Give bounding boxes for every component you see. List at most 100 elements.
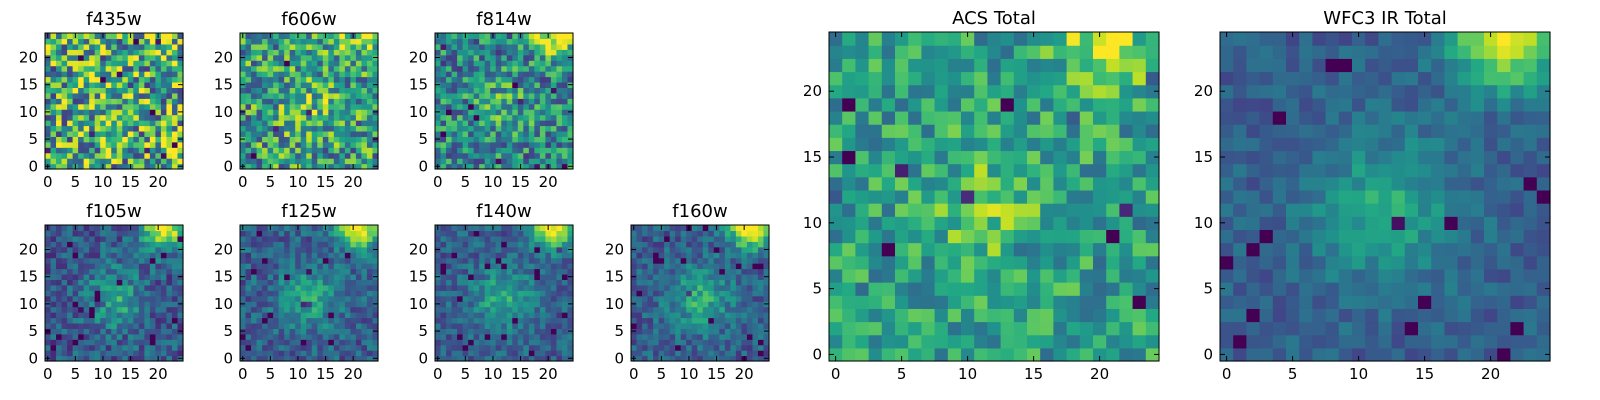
heatmap-cell — [539, 273, 546, 280]
heatmap-cell — [647, 295, 654, 302]
heatmap-cell — [730, 284, 737, 291]
heatmap-cell — [895, 282, 909, 296]
heatmap-cell — [78, 230, 85, 237]
heatmap-cell — [730, 235, 737, 242]
heatmap-cell — [468, 350, 475, 357]
heatmap-cell — [295, 152, 302, 159]
heatmap-cell — [267, 252, 274, 259]
heatmap-cell — [322, 141, 329, 148]
heatmap-cell — [111, 109, 118, 116]
heatmap-cell — [528, 81, 535, 88]
heatmap-cell — [1027, 334, 1041, 349]
heatmap-cell — [317, 263, 324, 270]
heatmap-cell — [256, 43, 263, 50]
heatmap-cell — [262, 60, 269, 67]
heatmap-cell — [473, 158, 480, 165]
heatmap-cell — [451, 98, 458, 105]
heatmap-cell — [328, 230, 335, 237]
heatmap-cell — [78, 295, 85, 302]
heatmap-cell — [506, 114, 513, 121]
heatmap-cell — [256, 279, 263, 286]
heatmap-cell — [89, 328, 96, 335]
heatmap-cell — [829, 334, 843, 349]
heatmap-cell — [719, 225, 726, 232]
heatmap-cell — [155, 306, 162, 313]
heatmap-cell — [89, 33, 96, 40]
heatmap-cell — [289, 38, 296, 45]
heatmap-cell — [1079, 282, 1094, 296]
heatmap-cell — [908, 150, 922, 165]
heatmap-cell — [746, 306, 754, 313]
heatmap-cell — [306, 60, 313, 67]
heatmap-cell — [50, 136, 57, 143]
heatmap-cell — [256, 225, 263, 232]
heatmap-cell — [240, 114, 247, 121]
heatmap-cell — [78, 43, 85, 50]
heatmap-cell — [435, 263, 442, 270]
heatmap-cell — [675, 350, 682, 357]
heatmap-cell — [457, 71, 464, 78]
heatmap-cell — [468, 290, 475, 297]
heatmap-cell — [72, 98, 79, 105]
heatmap-cell — [702, 268, 709, 275]
heatmap-cell — [149, 235, 156, 242]
heatmap-cell — [273, 147, 280, 154]
heatmap-cell — [468, 279, 475, 286]
heatmap-cell — [56, 114, 63, 121]
heatmap-cell — [116, 328, 123, 335]
heatmap-cell — [317, 152, 324, 159]
heatmap-cell — [83, 339, 90, 346]
heatmap-cell — [741, 295, 748, 302]
heatmap-cell — [56, 295, 63, 302]
heatmap-cell — [512, 268, 519, 275]
heatmap-cell — [317, 317, 324, 324]
heatmap-cell — [763, 284, 770, 291]
heatmap-cell — [133, 225, 140, 232]
heatmap-cell — [501, 43, 508, 50]
heatmap-cell — [273, 54, 280, 61]
heatmap-cell — [344, 54, 351, 61]
heatmap-cell — [311, 295, 318, 302]
heatmap-cell — [100, 43, 107, 50]
heatmap-cell — [457, 339, 464, 346]
heatmap-cell — [1066, 255, 1081, 270]
heatmap-cell — [468, 114, 475, 121]
heatmap-cell — [523, 60, 530, 67]
heatmap-cell — [166, 120, 173, 127]
heatmap-cell — [528, 130, 535, 137]
heatmap-cell — [561, 49, 569, 56]
heatmap-cell — [763, 312, 770, 319]
heatmap-cell — [267, 322, 274, 329]
heatmap-cell — [333, 76, 340, 83]
heatmap-cell — [328, 33, 335, 40]
heatmap-cell — [166, 33, 173, 40]
heatmap-cell — [273, 152, 280, 159]
heatmap-cell — [171, 130, 179, 137]
heatmap-cell — [528, 322, 535, 329]
heatmap-cell — [653, 257, 660, 264]
heatmap-cell — [267, 301, 274, 308]
heatmap-cell — [523, 344, 530, 351]
heatmap-cell — [1145, 176, 1160, 191]
heatmap-cell — [344, 355, 351, 362]
heatmap-cell — [267, 147, 274, 154]
heatmap-cell — [278, 54, 285, 61]
heatmap-cell — [1040, 282, 1054, 296]
heatmap-cell — [479, 125, 486, 132]
heatmap-cell — [111, 235, 118, 242]
heatmap-cell — [829, 189, 843, 204]
heatmap-cell — [100, 38, 107, 45]
heatmap-cell — [556, 279, 563, 286]
heatmap-cell — [479, 103, 486, 110]
heatmap-cell — [56, 333, 63, 340]
heatmap-cell — [686, 312, 693, 319]
heatmap-cell — [691, 257, 698, 264]
heatmap-cell — [273, 114, 280, 121]
heatmap-cell — [961, 255, 975, 270]
heatmap-cell — [89, 81, 96, 88]
heatmap-cell — [251, 109, 258, 116]
heatmap-cell — [642, 328, 649, 335]
heatmap-cell — [534, 312, 541, 319]
heatmap-cell — [539, 284, 546, 291]
heatmap-cell — [89, 38, 96, 45]
